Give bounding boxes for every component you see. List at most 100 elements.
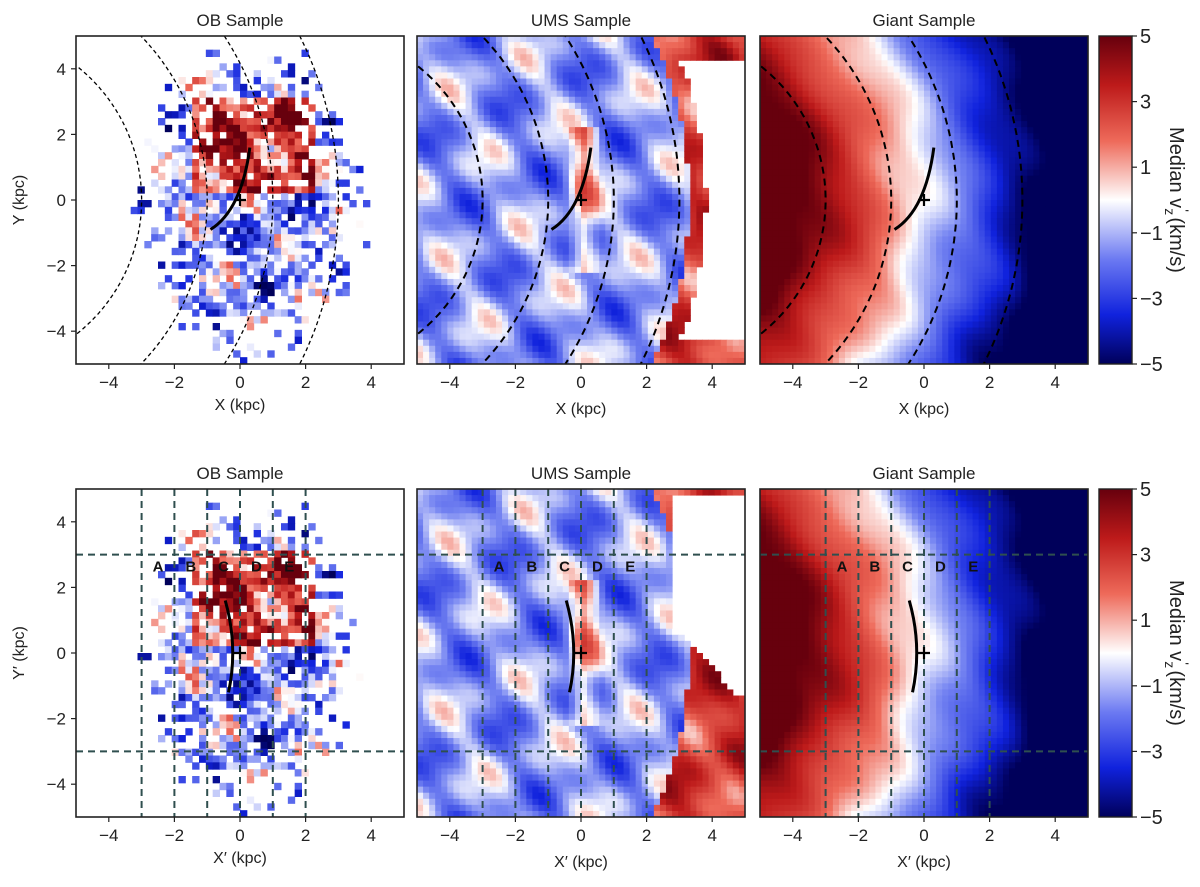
heatmap-cell	[826, 230, 834, 237]
heatmap-cell	[185, 261, 193, 269]
heatmap-cell	[253, 316, 261, 324]
heatmap-cell	[629, 236, 637, 244]
heatmap-cell	[550, 285, 558, 292]
heatmap-cell	[851, 327, 858, 335]
heatmap-cell	[635, 60, 643, 67]
heatmap-cell	[826, 297, 834, 304]
heatmap-cell	[514, 157, 521, 165]
heatmap-cell	[151, 165, 159, 174]
heatmap-cell	[471, 54, 479, 61]
heatmap-cell	[629, 151, 637, 158]
heatmap-cell	[623, 291, 631, 298]
heatmap-cell	[593, 187, 600, 195]
heatmap-cell	[802, 133, 810, 140]
heatmap-cell	[881, 321, 889, 329]
heatmap-cell	[423, 297, 430, 304]
heatmap-cell	[199, 90, 207, 98]
heatmap-cell	[441, 60, 448, 67]
heatmap-cell	[678, 145, 685, 152]
heatmap-cell	[281, 172, 289, 180]
heatmap-cell	[690, 193, 697, 201]
heatmap-cell	[617, 127, 625, 134]
heatmap-cell	[790, 36, 797, 43]
heatmap-cell	[678, 260, 685, 268]
heatmap-cell	[820, 42, 828, 49]
heatmap-cell	[212, 83, 220, 92]
heatmap-cell	[851, 291, 858, 298]
heatmap-cell	[857, 297, 864, 304]
heatmap-cell	[435, 254, 442, 262]
heatmap-cell	[820, 151, 828, 158]
heatmap-cell	[199, 77, 207, 85]
heatmap-cell	[429, 54, 436, 61]
heatmap-cell	[605, 108, 612, 116]
heatmap-cell	[483, 48, 491, 55]
heatmap-cell	[287, 104, 296, 112]
heatmap-cell	[869, 66, 876, 73]
heatmap-cell	[435, 345, 442, 353]
heatmap-cell	[672, 297, 679, 304]
heatmap-cell	[678, 309, 685, 316]
heatmap-cell	[623, 218, 631, 225]
heatmap-cell	[887, 108, 895, 116]
heatmap-cell	[635, 72, 643, 80]
heatmap-cell	[802, 139, 810, 146]
heatmap-cell	[936, 303, 943, 310]
heatmap-cell	[281, 159, 289, 167]
heatmap-cell	[784, 54, 791, 61]
heatmap-cell	[199, 172, 207, 180]
heatmap-cell	[845, 78, 852, 86]
heatmap-cell	[253, 295, 261, 303]
heatmap-cell	[240, 159, 248, 167]
heatmap-cell	[808, 84, 816, 92]
heatmap-cell	[760, 108, 767, 116]
heatmap-cell	[899, 121, 907, 128]
heatmap-cell	[942, 193, 949, 201]
heatmap-cell	[653, 151, 661, 158]
heatmap-cell	[453, 278, 461, 286]
heatmap-cell	[899, 278, 907, 286]
heatmap-cell	[508, 175, 515, 183]
heatmap-cell	[611, 224, 618, 231]
heatmap-cell	[260, 288, 268, 297]
heatmap-cells	[130, 49, 371, 364]
heatmap-cell	[623, 357, 631, 364]
heatmap-cell	[453, 285, 461, 292]
heatmap-cell	[796, 206, 804, 213]
heatmap-cell	[623, 133, 631, 140]
heatmap-cell	[502, 169, 509, 177]
heatmap-cell	[881, 84, 889, 92]
heatmap-cell	[447, 78, 454, 86]
heatmap-cell	[465, 42, 473, 49]
heatmap-cell	[544, 60, 552, 67]
heatmap-cell	[459, 102, 467, 110]
heatmap-cell	[881, 357, 889, 364]
heatmap-cell	[574, 36, 582, 43]
heatmap-cell	[281, 220, 289, 228]
heatmap-cell	[647, 230, 655, 237]
heatmap-cell	[647, 42, 655, 49]
heatmap-cell	[611, 272, 618, 280]
heatmap-cell	[508, 133, 515, 140]
heatmap-cell	[905, 224, 913, 231]
heatmap-cell	[772, 145, 779, 152]
heatmap-cell	[260, 316, 268, 324]
heatmap-cell	[568, 187, 576, 195]
heatmap-cell	[814, 54, 822, 61]
heatmap-cell	[587, 333, 594, 341]
heatmap-cell	[562, 254, 570, 262]
heatmap-cell	[832, 206, 840, 213]
heatmap-cell	[869, 278, 876, 286]
heatmap-cell	[441, 345, 448, 353]
heatmap-cell	[778, 96, 785, 104]
heatmap-cell	[520, 230, 527, 237]
heatmap-cell	[690, 266, 697, 274]
heatmap-cell	[678, 254, 685, 262]
heatmap-cell	[192, 131, 200, 139]
heatmap-cell	[851, 260, 858, 268]
heatmap-cell	[226, 234, 234, 242]
heatmap-cell	[599, 60, 606, 67]
heatmap-cell	[489, 181, 497, 189]
heatmap-cell	[495, 133, 503, 140]
heatmap-cell	[690, 54, 697, 61]
